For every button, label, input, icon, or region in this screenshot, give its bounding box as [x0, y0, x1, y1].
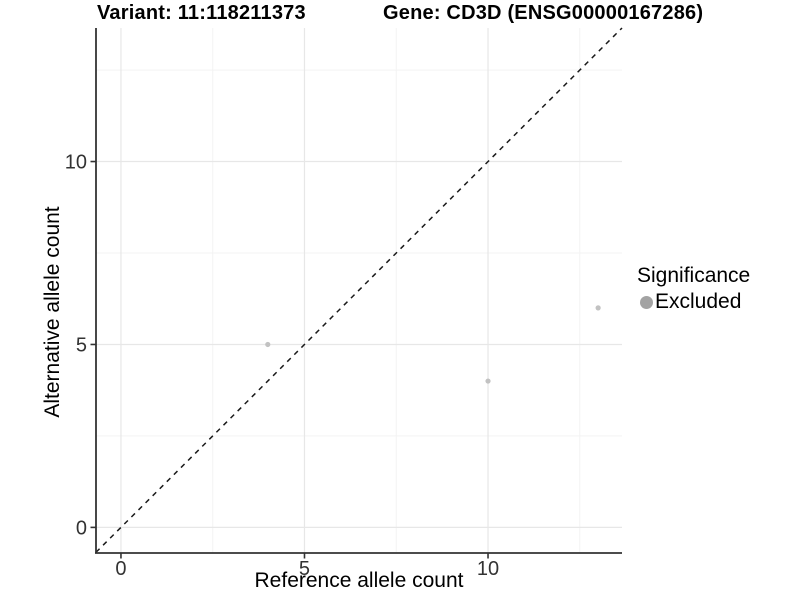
x-axis-title: Reference allele count: [254, 569, 464, 592]
legend: Significance Excluded: [637, 264, 750, 314]
x-tick-label: 10: [477, 558, 499, 580]
legend-item-label: Excluded: [655, 290, 742, 313]
x-tick-label: 0: [115, 558, 126, 580]
y-tick-label: 0: [76, 517, 87, 539]
legend-key: [637, 290, 655, 314]
data-point: [265, 341, 271, 348]
identity-line: [95, 27, 623, 553]
y-tick-label: 10: [65, 152, 87, 174]
legend-title: Significance: [637, 264, 751, 287]
legend-item-excluded: Excluded: [637, 290, 750, 314]
y-tick-label: 5: [76, 334, 87, 356]
data-point: [595, 305, 601, 311]
legend-point-icon: [639, 295, 653, 309]
y-axis-title: Alternative allele count: [41, 206, 64, 418]
data-point: [485, 378, 491, 384]
x-tick-label: 5: [299, 558, 310, 580]
plot-title-gene: Gene: CD3D (ENSG00000167286): [383, 2, 704, 24]
plot-title-variant: Variant: 11:118211373: [97, 2, 306, 24]
